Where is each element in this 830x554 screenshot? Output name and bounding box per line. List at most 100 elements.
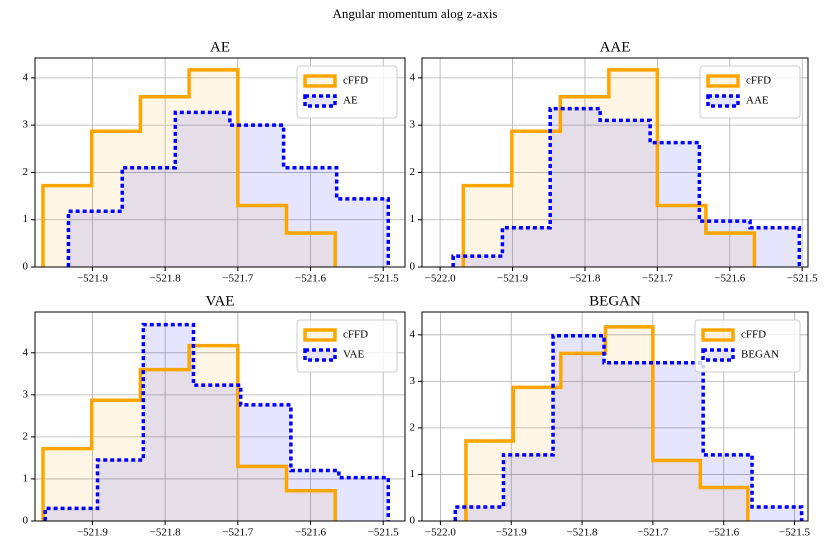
hist-bin	[605, 326, 653, 521]
step-outline	[43, 322, 391, 521]
legend-label: cFFD	[746, 75, 771, 87]
legend-swatch	[303, 348, 337, 362]
x-tick-label: −521.9	[497, 273, 528, 285]
subplot: BEGAN −522.0 −521.9 −521.8 −521.7 −521.6 −521.…	[410, 293, 811, 538]
hist-bin	[652, 362, 704, 521]
y-tick-label: 4	[410, 71, 416, 83]
hist-bin	[286, 490, 336, 521]
y-tick-label: 0	[23, 515, 29, 527]
hist-bin	[600, 120, 651, 267]
hist-bin	[237, 466, 287, 521]
legend-swatch	[303, 74, 337, 88]
x-tick-label: −521.6	[295, 273, 326, 285]
hist-bin	[290, 470, 339, 521]
x-tick-label: −521.7	[642, 273, 673, 285]
subplot: AE −521.9 −521.8 −521.7 −521.6 −521.5 0 1 2 3 4 cFF…	[23, 39, 406, 285]
x-tick-label: −521.6	[714, 273, 745, 285]
hist-bin	[604, 362, 653, 521]
y-tick-label: 1	[410, 213, 416, 225]
x-tick-label: −521.9	[77, 527, 108, 539]
hist-bin	[455, 507, 504, 521]
hist-bin	[550, 108, 601, 267]
x-tick-label: −521.8	[569, 273, 600, 285]
hist-bin	[122, 167, 176, 267]
hist-bin	[336, 198, 389, 267]
hist-bin	[97, 460, 144, 521]
hist-bin	[750, 227, 800, 267]
y-tick-label: 1	[23, 213, 29, 225]
x-tick-label: −521.7	[222, 273, 253, 285]
axes-frame	[421, 57, 809, 268]
legend-label: cFFD	[741, 329, 766, 341]
legend: cFFD AE	[296, 65, 398, 119]
x-tick-label: −522.0	[425, 527, 456, 539]
y-tick-label: 3	[23, 388, 29, 400]
hist-bin	[463, 185, 512, 267]
hist-bin	[140, 96, 190, 267]
hist-bin	[189, 345, 238, 521]
x-tick-label: −521.8	[150, 273, 181, 285]
step-outline	[41, 68, 337, 267]
hist-bin	[705, 232, 755, 267]
y-tick-label: 2	[23, 430, 29, 442]
x-tick-label: −521.5	[368, 527, 399, 539]
subplot-title: AAE	[600, 39, 631, 55]
hist-bin	[175, 112, 230, 267]
hist-bin	[143, 324, 194, 521]
legend-swatch	[701, 348, 735, 362]
y-tick-label: 2	[23, 166, 29, 178]
x-tick-label: −521.6	[295, 527, 326, 539]
axes-frame	[421, 311, 809, 522]
y-tick-label: 2	[410, 421, 416, 433]
y-tick-label: 4	[23, 71, 29, 83]
hist-bin	[652, 460, 701, 521]
subplot: VAE −521.9 −521.8 −521.7 −521.6 −521.5 0 1 2 3 4 cF…	[23, 293, 406, 539]
hist-bin	[338, 477, 389, 521]
subplot: AAE −522.0 −521.9 −521.8 −521.7 −521.6 −521.5 0…	[410, 39, 819, 284]
hist-bin	[91, 131, 141, 267]
hist-bin	[189, 69, 238, 268]
y-tick-label: 1	[23, 472, 29, 484]
hist-bin	[608, 69, 658, 268]
hist-bin	[465, 440, 514, 521]
x-tick-label: −521.6	[708, 527, 739, 539]
legend-swatch	[701, 328, 735, 342]
hist-bin	[193, 385, 241, 521]
subplot-title: AE	[210, 39, 230, 55]
hist-bin	[511, 131, 561, 267]
legend-label: VAE	[343, 349, 364, 361]
x-tick-label: −521.8	[567, 527, 598, 539]
hist-bin	[240, 404, 291, 521]
hist-bin	[560, 96, 609, 267]
y-tick-label: 3	[410, 375, 416, 387]
hist-bin	[286, 232, 336, 267]
legend: cFFD VAE	[296, 319, 398, 373]
step-outline	[453, 333, 804, 521]
x-tick-label: −521.5	[779, 527, 810, 539]
legend: cFFD AAE	[699, 65, 801, 119]
y-tick-label: 0	[410, 261, 416, 273]
hist-bin	[503, 454, 554, 521]
legend-label: cFFD	[343, 329, 368, 341]
step-outline	[66, 110, 391, 267]
legend-label: cFFD	[343, 75, 368, 87]
hist-bin	[283, 167, 337, 267]
hist-bin	[453, 256, 503, 267]
legend-swatch	[303, 328, 337, 342]
hist-bin	[560, 353, 606, 521]
x-tick-label: −522.0	[425, 273, 456, 285]
hist-bin	[502, 227, 551, 267]
y-tick-label: 0	[410, 515, 416, 527]
legend-swatch	[706, 74, 740, 88]
step-outline	[461, 68, 757, 267]
hist-bin	[752, 507, 802, 521]
x-tick-label: −521.5	[787, 273, 818, 285]
axes-frame	[34, 311, 406, 522]
hist-bin	[237, 205, 287, 267]
axes-frame	[34, 57, 406, 268]
y-tick-label: 1	[410, 468, 416, 480]
x-tick-label: −521.9	[77, 273, 108, 285]
hist-bin	[45, 508, 98, 521]
